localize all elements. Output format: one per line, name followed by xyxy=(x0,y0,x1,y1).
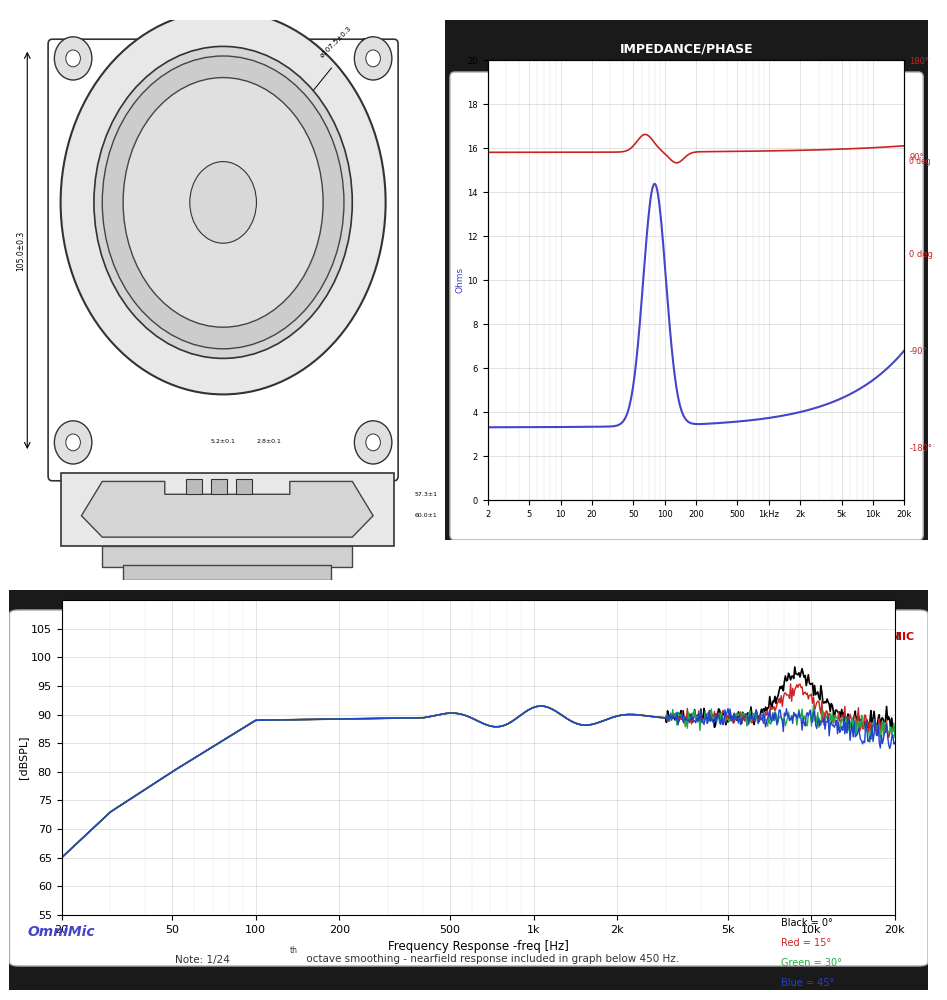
Text: 4-5×7: 4-5×7 xyxy=(361,38,383,44)
Text: 57.3±1: 57.3±1 xyxy=(415,492,438,497)
FancyBboxPatch shape xyxy=(436,10,938,550)
FancyBboxPatch shape xyxy=(450,72,923,540)
Y-axis label: Ohms: Ohms xyxy=(456,267,465,293)
Text: octave smoothing - nearfield response included in graph below 450 Hz.: octave smoothing - nearfield response in… xyxy=(303,954,680,964)
Polygon shape xyxy=(61,473,394,546)
Bar xyxy=(123,565,331,580)
Ellipse shape xyxy=(94,46,352,358)
Ellipse shape xyxy=(61,10,385,394)
Text: ø107.5±0.3: ø107.5±0.3 xyxy=(319,25,352,58)
Text: Black = 0°: Black = 0° xyxy=(781,918,832,928)
Text: ø75.0±0.3: ø75.0±0.3 xyxy=(206,595,240,600)
Y-axis label: [dBSPL]: [dBSPL] xyxy=(18,736,28,779)
Ellipse shape xyxy=(54,421,92,464)
Ellipse shape xyxy=(66,434,80,451)
Text: 126.0±0.5: 126.0±0.5 xyxy=(260,97,293,126)
Text: DATS: DATS xyxy=(853,114,889,127)
Text: 5.2±0.1: 5.2±0.1 xyxy=(210,439,236,444)
Polygon shape xyxy=(81,481,373,537)
FancyBboxPatch shape xyxy=(0,582,946,998)
Text: Note: 1/24: Note: 1/24 xyxy=(175,954,230,964)
Ellipse shape xyxy=(354,37,392,80)
Ellipse shape xyxy=(102,56,344,349)
FancyBboxPatch shape xyxy=(48,39,398,481)
Bar xyxy=(186,479,203,494)
Ellipse shape xyxy=(189,162,257,243)
Text: 105.0±0.3: 105.0±0.3 xyxy=(16,230,26,271)
Text: 60.0±1: 60.0±1 xyxy=(415,513,438,518)
Ellipse shape xyxy=(354,421,392,464)
Text: Red = 15°: Red = 15° xyxy=(781,938,831,948)
Text: OMNI: OMNI xyxy=(867,632,901,642)
Ellipse shape xyxy=(66,50,80,67)
Ellipse shape xyxy=(54,37,92,80)
FancyBboxPatch shape xyxy=(9,610,928,966)
Text: 0 deg: 0 deg xyxy=(908,157,930,166)
Text: 105.0±0.3: 105.0±0.3 xyxy=(203,486,243,495)
Text: th: th xyxy=(290,946,297,955)
Bar xyxy=(102,546,352,567)
X-axis label: Frequency Response -freq [Hz]: Frequency Response -freq [Hz] xyxy=(388,940,568,953)
Text: IMPEDANCE/PHASE: IMPEDANCE/PHASE xyxy=(619,42,754,55)
Bar xyxy=(236,479,252,494)
Text: 2.8±0.1: 2.8±0.1 xyxy=(257,439,281,444)
Ellipse shape xyxy=(366,50,381,67)
Text: OmniMic: OmniMic xyxy=(27,926,96,940)
Ellipse shape xyxy=(123,78,323,327)
Text: MIC: MIC xyxy=(891,632,914,642)
Text: Green = 30°: Green = 30° xyxy=(781,958,842,968)
Ellipse shape xyxy=(366,434,381,451)
Text: FREQUENCY RESPONSE: FREQUENCY RESPONSE xyxy=(378,601,560,615)
Text: Blue = 45°: Blue = 45° xyxy=(781,978,834,988)
Bar xyxy=(210,479,227,494)
